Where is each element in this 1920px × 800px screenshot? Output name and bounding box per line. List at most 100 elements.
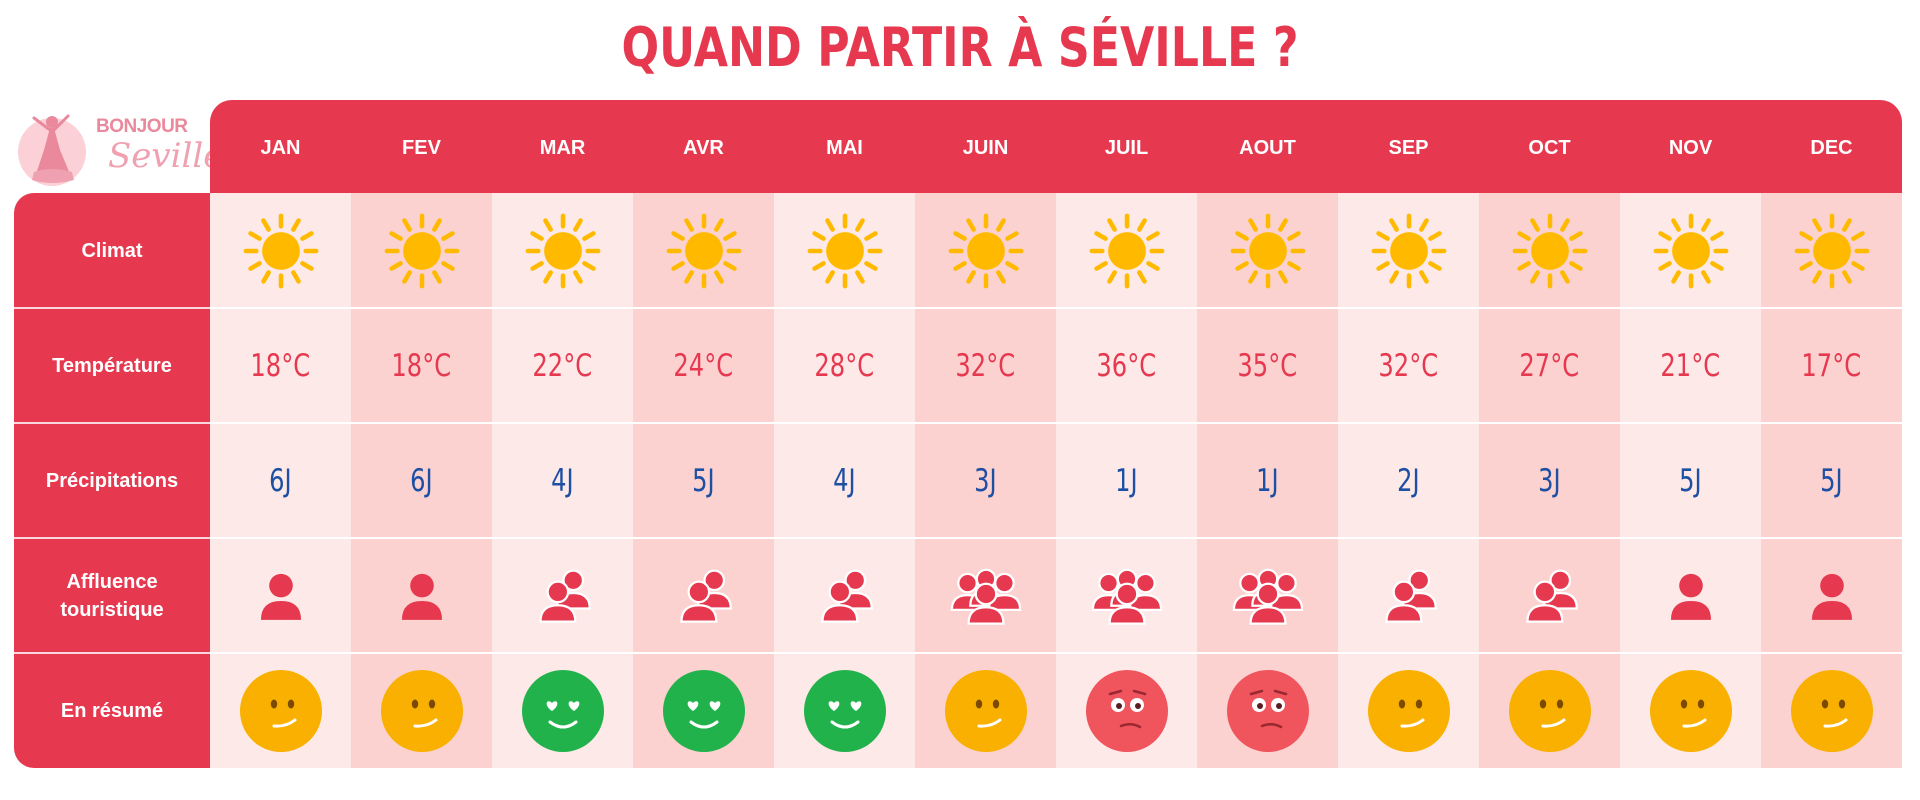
temperature-value: 21°C	[1660, 347, 1721, 384]
climate-cell-fev	[351, 193, 492, 308]
row-labels-column: Climat Température Précipitations Afflue…	[14, 193, 210, 768]
month-header-sep: SEP	[1388, 137, 1429, 159]
temperature-cell-dec: 17°C	[1761, 308, 1902, 423]
crowd-icon	[1227, 560, 1309, 632]
resume-cell-juin	[915, 653, 1056, 768]
affluence-cell-juin	[915, 538, 1056, 653]
precipitation-value: 5J	[1820, 462, 1843, 499]
climate-cell-nov	[1620, 193, 1761, 308]
resume-cell-sep	[1338, 653, 1479, 768]
temperature-value: 32°C	[1378, 347, 1439, 384]
bonjour-seville-logo[interactable]: BONJOUR Seville	[14, 100, 223, 192]
two-people-icon	[663, 560, 745, 632]
row-label-affluence: Affluence touristique	[60, 570, 164, 621]
two-people-icon	[804, 560, 886, 632]
person-icon	[381, 560, 463, 632]
neutral-face-icon	[1790, 669, 1874, 753]
resume-cell-nov	[1620, 653, 1761, 768]
sun-icon	[947, 212, 1025, 290]
precipitation-cell-dec: 5J	[1761, 423, 1902, 538]
month-header-fev: FEV	[402, 137, 441, 159]
climate-cell-sep	[1338, 193, 1479, 308]
crowd-icon	[945, 560, 1027, 632]
temperature-cell-fev: 18°C	[351, 308, 492, 423]
two-people-icon	[522, 560, 604, 632]
sun-icon	[242, 212, 320, 290]
month-header-jan: JAN	[260, 137, 301, 159]
affluence-cell-fev	[351, 538, 492, 653]
sun-icon	[383, 212, 461, 290]
resume-cell-juil	[1056, 653, 1197, 768]
affluence-cell-dec	[1761, 538, 1902, 653]
neutral-face-icon	[1367, 669, 1451, 753]
precipitation-value: 5J	[1679, 462, 1702, 499]
affluence-cell-avr	[633, 538, 774, 653]
temperature-cell-oct: 27°C	[1479, 308, 1620, 423]
heart-eyes-face-icon	[521, 669, 605, 753]
precipitation-value: 4J	[833, 462, 856, 499]
resume-cell-dec	[1761, 653, 1902, 768]
precipitation-cell-aout: 1J	[1197, 423, 1338, 538]
precipitation-cell-mar: 4J	[492, 423, 633, 538]
precipitation-value: 1J	[1256, 462, 1279, 499]
row-label-climat: Climat	[81, 239, 143, 262]
temperature-value: 35°C	[1237, 347, 1298, 384]
temperature-value: 24°C	[673, 347, 734, 384]
sun-icon	[1370, 212, 1448, 290]
precipitation-value: 4J	[551, 462, 574, 499]
month-header-aout: AOUT	[1239, 137, 1296, 159]
logo-text-bonjour: BONJOUR	[96, 116, 188, 137]
month-header-oct: OCT	[1528, 137, 1571, 159]
flamenco-dancer-icon	[18, 114, 86, 186]
resume-cell-mai	[774, 653, 915, 768]
precipitation-cell-mai: 4J	[774, 423, 915, 538]
month-header-mar: MAR	[539, 137, 586, 159]
sun-icon	[1511, 212, 1589, 290]
sun-icon	[806, 212, 884, 290]
row-divider	[210, 537, 1902, 539]
climate-cell-avr	[633, 193, 774, 308]
temperature-value: 22°C	[532, 347, 593, 384]
heart-eyes-face-icon	[803, 669, 887, 753]
temperature-value: 28°C	[814, 347, 875, 384]
crowd-icon	[1086, 560, 1168, 632]
sun-icon	[524, 212, 602, 290]
precipitation-cell-jan: 6J	[210, 423, 351, 538]
neutral-face-icon	[239, 669, 323, 753]
precipitation-value: 5J	[692, 462, 715, 499]
precipitation-value: 1J	[1115, 462, 1138, 499]
precipitation-cell-juin: 3J	[915, 423, 1056, 538]
climate-cell-juin	[915, 193, 1056, 308]
temperature-cell-mai: 28°C	[774, 308, 915, 423]
month-header-mai: MAI	[826, 137, 863, 159]
precipitation-cell-nov: 5J	[1620, 423, 1761, 538]
affluence-cell-oct	[1479, 538, 1620, 653]
climate-cell-mai	[774, 193, 915, 308]
neutral-face-icon	[1508, 669, 1592, 753]
resume-cell-oct	[1479, 653, 1620, 768]
worried-face-icon	[1226, 669, 1310, 753]
temperature-cell-avr: 24°C	[633, 308, 774, 423]
temperature-value: 32°C	[955, 347, 1016, 384]
temperature-value: 17°C	[1801, 347, 1862, 384]
affluence-cell-sep	[1338, 538, 1479, 653]
climate-cell-oct	[1479, 193, 1620, 308]
two-people-icon	[1368, 560, 1450, 632]
sun-icon	[1229, 212, 1307, 290]
sun-icon	[1793, 212, 1871, 290]
temperature-cell-mar: 22°C	[492, 308, 633, 423]
precipitation-cell-avr: 5J	[633, 423, 774, 538]
precipitation-value: 3J	[974, 462, 997, 499]
row-label-resume: En résumé	[60, 699, 164, 722]
neutral-face-icon	[1649, 669, 1733, 753]
affluence-cell-juil	[1056, 538, 1197, 653]
affluence-cell-jan	[210, 538, 351, 653]
temperature-cell-juil: 36°C	[1056, 308, 1197, 423]
resume-cell-mar	[492, 653, 633, 768]
row-label-precipitations: Précipitations	[45, 469, 179, 492]
resume-cell-avr	[633, 653, 774, 768]
affluence-cell-mai	[774, 538, 915, 653]
climate-cell-juil	[1056, 193, 1197, 308]
climate-cell-mar	[492, 193, 633, 308]
affluence-cell-nov	[1620, 538, 1761, 653]
